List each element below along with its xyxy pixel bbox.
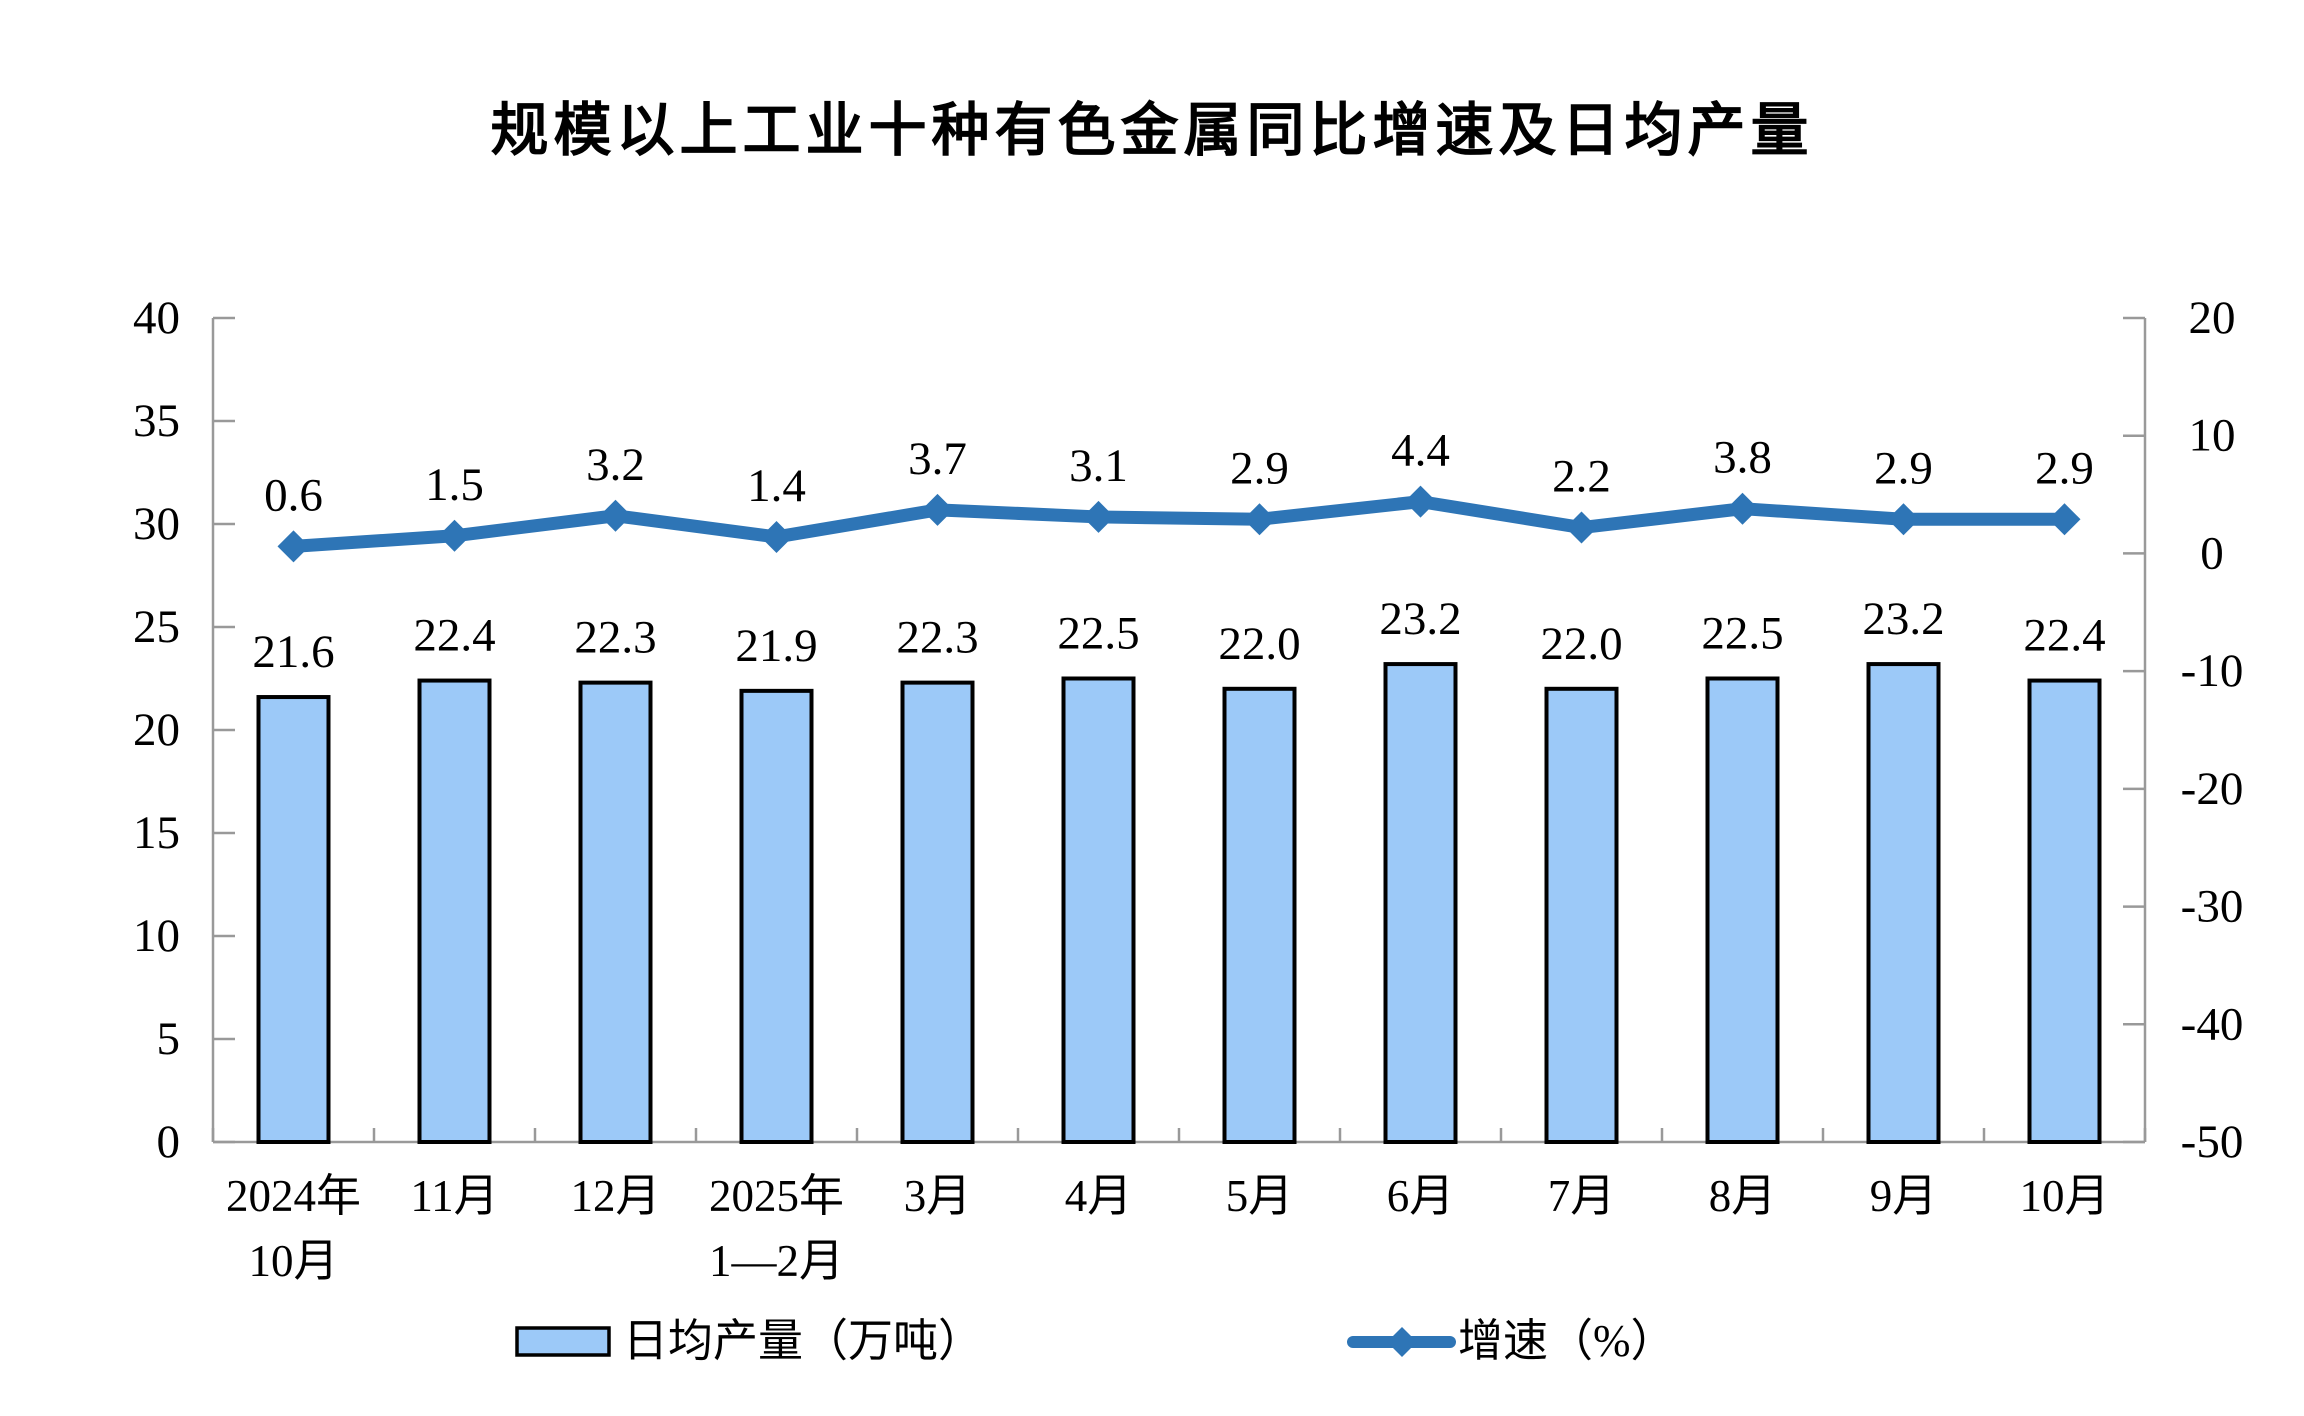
left-axis-tick-label: 5: [157, 1013, 181, 1065]
bar-value-label: 22.4: [2023, 610, 2105, 662]
x-category-label: 3月: [904, 1171, 972, 1221]
bar-value-label: 22.0: [1218, 618, 1300, 670]
line-value-label: 2.9: [2035, 442, 2094, 494]
bar-value-label: 22.4: [413, 610, 495, 662]
line-value-label: 3.8: [1713, 432, 1772, 484]
x-category-label: 9月: [1870, 1171, 1938, 1221]
left-axis-tick-label: 0: [157, 1116, 181, 1168]
line-marker-diamond: [1404, 485, 1437, 518]
x-category-label: 4月: [1065, 1171, 1133, 1221]
right-axis-tick-label: -30: [2181, 881, 2244, 933]
line-value-label: 1.4: [747, 460, 806, 512]
line-marker-diamond: [599, 499, 632, 532]
line-marker-diamond: [1082, 500, 1115, 533]
bar: [739, 688, 814, 1144]
line-marker-diamond: [1887, 503, 1920, 536]
line-value-label: 1.5: [425, 459, 484, 511]
bar-value-label: 23.2: [1379, 593, 1461, 645]
x-category-label: 11月: [410, 1171, 498, 1221]
bar-value-label: 22.3: [896, 612, 978, 664]
line-value-label: 3.1: [1069, 440, 1128, 492]
x-category-label: 2025年: [709, 1171, 844, 1221]
bar-value-label: 22.0: [1540, 618, 1622, 670]
growth-line: [287, 495, 2071, 553]
bar: [1866, 662, 1941, 1145]
left-axis-tick-label: 40: [133, 292, 180, 344]
legend-bar-swatch: [515, 1326, 611, 1357]
line-marker-diamond: [921, 493, 954, 526]
right-axis-tick-label: -40: [2181, 998, 2244, 1050]
line-marker-diamond: [760, 520, 793, 553]
left-axis-tick-label: 15: [133, 807, 180, 859]
line-marker-diamond: [277, 530, 310, 563]
bar-value-label: 22.5: [1701, 608, 1783, 660]
bar: [578, 680, 653, 1144]
line-marker-diamond: [1565, 511, 1598, 544]
x-category-label: 8月: [1709, 1171, 1777, 1221]
bar: [1544, 686, 1619, 1144]
left-axis-tick-label: 20: [133, 704, 180, 756]
line-value-label: 2.9: [1874, 442, 1933, 494]
bar-value-label: 23.2: [1862, 593, 1944, 645]
x-category-label: 10月: [248, 1236, 338, 1286]
bar-value-label: 22.5: [1057, 608, 1139, 660]
right-axis-tick-label: 20: [2189, 292, 2236, 344]
x-category-label: 6月: [1387, 1171, 1455, 1221]
right-axis-tick-label: 10: [2189, 410, 2236, 462]
line-value-label: 3.2: [586, 439, 645, 491]
line-value-label: 4.4: [1391, 425, 1450, 477]
left-axis-tick-label: 25: [133, 601, 180, 653]
left-axis-tick-label: 10: [133, 910, 180, 962]
bar: [1383, 662, 1458, 1145]
line-value-label: 3.7: [908, 433, 967, 485]
bar-value-label: 22.3: [574, 612, 656, 664]
left-axis-tick-label: 35: [133, 395, 180, 447]
x-category-label: 5月: [1226, 1171, 1294, 1221]
line-value-label: 0.6: [264, 469, 323, 521]
chart-title: 规模以上工业十种有色金属同比增速及日均产量: [490, 98, 1814, 163]
right-axis-tick-label: -50: [2181, 1116, 2244, 1168]
line-marker-diamond: [438, 519, 471, 552]
right-axis-tick-label: 0: [2200, 527, 2224, 579]
bar-value-label: 21.9: [735, 620, 817, 672]
bar: [256, 695, 331, 1144]
bar: [2027, 678, 2102, 1144]
left-axis-tick-label: 30: [133, 498, 180, 550]
x-category-label: 10月: [2019, 1171, 2109, 1221]
line-marker-diamond: [1726, 492, 1759, 525]
bar: [1705, 676, 1780, 1144]
legend-line-diamond: [1387, 1327, 1417, 1357]
bar: [900, 680, 975, 1144]
line-marker-diamond: [2048, 503, 2081, 536]
right-axis-tick-label: -10: [2181, 645, 2244, 697]
bar: [1222, 686, 1297, 1144]
bar: [1061, 676, 1136, 1144]
x-category-label: 1—2月: [709, 1236, 844, 1286]
line-marker-diamond: [1243, 503, 1276, 536]
line-value-label: 2.9: [1230, 442, 1289, 494]
x-category-label: 2024年: [226, 1171, 361, 1221]
legend-line-label: 增速（%）: [1458, 1316, 1676, 1366]
bar-value-label: 21.6: [252, 626, 334, 678]
right-axis-tick-label: -20: [2181, 763, 2244, 815]
legend-bar-label: 日均产量（万吨）: [623, 1316, 983, 1366]
x-category-label: 7月: [1548, 1171, 1616, 1221]
bar: [417, 678, 492, 1144]
x-category-label: 12月: [570, 1171, 660, 1221]
line-value-label: 2.2: [1552, 451, 1611, 503]
